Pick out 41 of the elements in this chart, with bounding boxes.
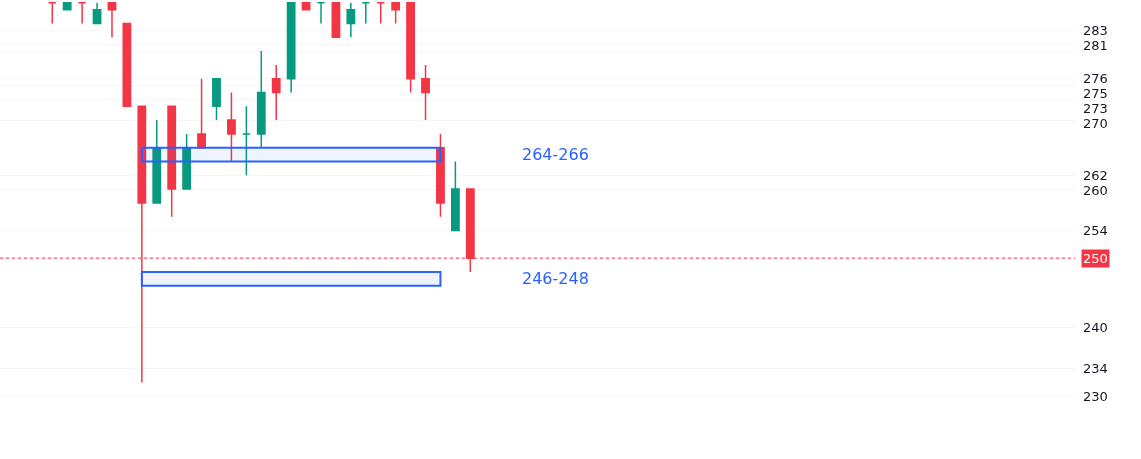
- candlestick: [152, 119, 162, 204]
- candlestick: [406, 2, 415, 94]
- y-tick-label: 254: [1083, 223, 1108, 238]
- y-tick-label: 230: [1083, 389, 1108, 404]
- y-tick-label: 281: [1083, 38, 1108, 53]
- candlestick: [167, 105, 177, 218]
- candlestick: [77, 2, 87, 25]
- candlestick: [376, 2, 386, 25]
- candlestick: [107, 2, 117, 39]
- candlestick: [62, 2, 72, 11]
- candlestick: [256, 50, 266, 149]
- band-label: 264-266: [522, 145, 589, 164]
- candlestick: [421, 64, 430, 121]
- candlestick: [47, 2, 57, 25]
- y-tick-label: 240: [1083, 320, 1108, 335]
- candlestick: [271, 64, 281, 121]
- candlestick: [212, 77, 221, 121]
- band-label: 246-248: [522, 269, 589, 288]
- candlestick: [286, 2, 296, 94]
- y-tick-label: 262: [1083, 168, 1108, 183]
- candlestick: [241, 105, 251, 177]
- y-tick-label: 234: [1083, 361, 1108, 376]
- candlestick: [227, 91, 236, 163]
- candlestick: [391, 2, 401, 25]
- candlestick: [92, 2, 102, 25]
- candlestick: [122, 22, 132, 108]
- y-tick-label: 260: [1083, 183, 1108, 198]
- candlestick: [346, 2, 356, 39]
- y-tick-label: 276: [1083, 71, 1108, 86]
- candlestick: [182, 133, 192, 190]
- y-tick-label: 283: [1083, 23, 1108, 38]
- candlestick: [450, 160, 460, 232]
- y-tick-label: 270: [1083, 116, 1108, 131]
- candlestick: [331, 2, 341, 39]
- candlestick: [436, 133, 445, 218]
- candlestick: [197, 77, 206, 149]
- y-tick-label: 275: [1083, 86, 1108, 101]
- ref-line-label: 250: [1083, 251, 1108, 266]
- candlestick: [316, 2, 326, 25]
- candlestick: [361, 2, 371, 25]
- y-tick-label: 273: [1083, 101, 1108, 116]
